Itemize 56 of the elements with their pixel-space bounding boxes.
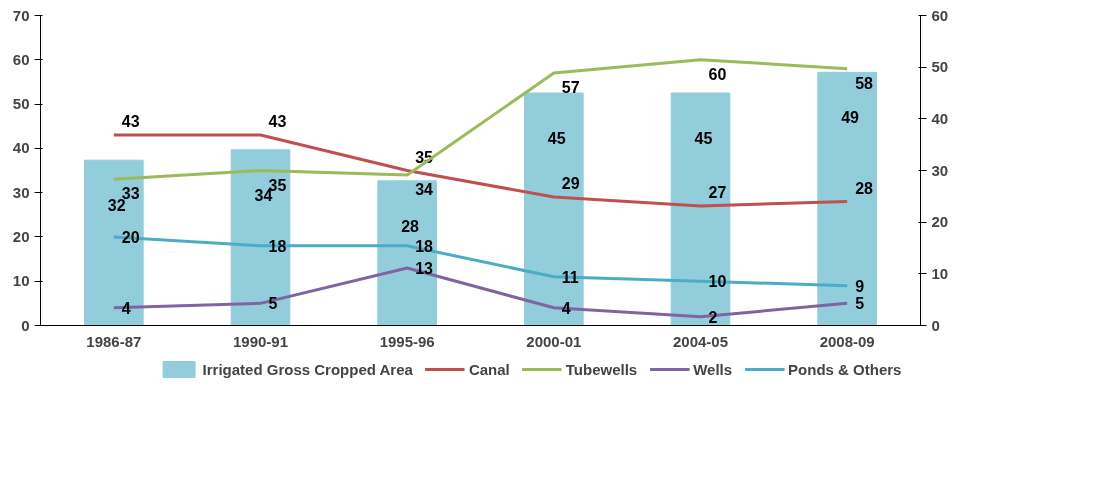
data-label: 13 xyxy=(415,259,434,277)
y-tick-label: 10 xyxy=(12,272,30,290)
bar xyxy=(524,92,584,326)
y2-tick-label: 10 xyxy=(931,264,949,282)
y-tick-label: 20 xyxy=(12,227,30,245)
x-tick-label: 2008-09 xyxy=(819,332,875,350)
data-label: 18 xyxy=(415,237,434,255)
y-tick-label: 60 xyxy=(12,50,30,68)
x-tick-label: 1990-91 xyxy=(232,332,289,350)
data-label: 9 xyxy=(855,277,865,295)
bar xyxy=(84,159,144,326)
x-tick-label: 1995-96 xyxy=(379,332,435,350)
bar xyxy=(817,71,877,326)
y2-tick-label: 30 xyxy=(931,161,949,179)
data-label: 4 xyxy=(561,299,571,317)
y-tick-label: 70 xyxy=(12,6,30,24)
legend-label: Tubewells xyxy=(565,360,638,378)
legend-label: Canal xyxy=(468,360,510,378)
data-label: 43 xyxy=(121,113,140,131)
data-label: 18 xyxy=(268,237,287,255)
data-label: 45 xyxy=(547,130,566,147)
data-label: 27 xyxy=(708,183,727,201)
data-label: 60 xyxy=(708,65,727,83)
y-tick-label: 50 xyxy=(12,95,30,113)
y2-tick-label: 60 xyxy=(931,6,949,24)
data-label: 28 xyxy=(401,217,420,235)
y2-tick-label: 50 xyxy=(931,58,949,76)
data-label: 2 xyxy=(708,308,718,326)
y2-tick-label: 40 xyxy=(931,109,949,127)
data-label: 43 xyxy=(268,113,287,131)
data-label: 29 xyxy=(561,175,580,193)
data-label: 58 xyxy=(855,74,874,92)
data-label: 5 xyxy=(268,295,278,313)
legend-label: Wells xyxy=(693,360,733,378)
y-tick-label: 0 xyxy=(21,316,30,334)
data-label: 11 xyxy=(561,268,579,286)
legend-label: Ponds & Others xyxy=(788,360,902,378)
x-tick-label: 2000-01 xyxy=(526,332,582,350)
y2-tick-label: 0 xyxy=(931,316,940,334)
data-label: 34 xyxy=(415,180,434,198)
data-label: 4 xyxy=(121,299,131,317)
y-tick-label: 30 xyxy=(12,183,30,201)
data-label: 20 xyxy=(121,228,140,246)
y-tick-label: 40 xyxy=(12,139,30,157)
data-label: 28 xyxy=(855,179,874,197)
data-label: 45 xyxy=(694,130,713,147)
x-tick-label: 2004-05 xyxy=(672,332,729,350)
legend-label: Irrigated Gross Cropped Area xyxy=(202,360,413,378)
data-label: 5 xyxy=(855,295,865,313)
data-label: 10 xyxy=(708,273,727,291)
data-label: 49 xyxy=(841,109,860,127)
x-tick-label: 1986-87 xyxy=(86,332,142,350)
y2-tick-label: 20 xyxy=(931,213,949,231)
bar xyxy=(377,180,437,326)
data-label: 57 xyxy=(561,79,580,97)
bar xyxy=(670,92,731,326)
